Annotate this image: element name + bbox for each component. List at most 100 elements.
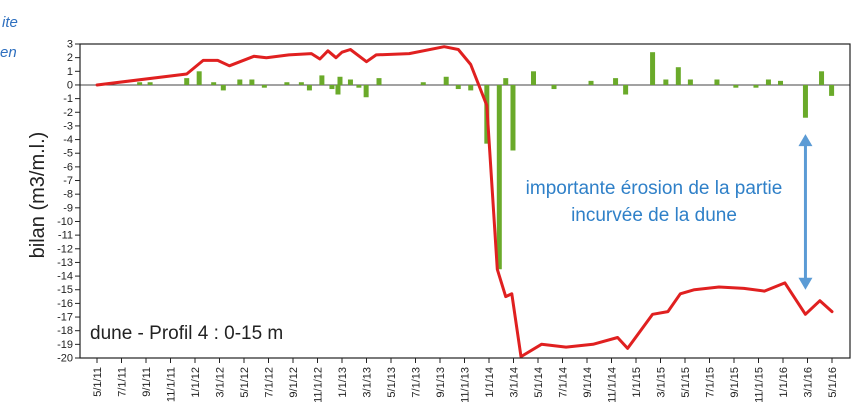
x-tick-label: 3/1/15 bbox=[656, 367, 668, 398]
bar bbox=[347, 79, 353, 85]
x-tick-label: 7/1/13 bbox=[411, 367, 423, 398]
x-tick-label: 1/1/16 bbox=[778, 367, 790, 398]
bar bbox=[249, 79, 255, 85]
x-tick-label: 3/1/13 bbox=[362, 367, 374, 398]
x-tick-label: 1/1/12 bbox=[190, 367, 202, 398]
x-tick-label: 7/1/14 bbox=[558, 367, 570, 398]
y-tick-label: -5 bbox=[63, 148, 73, 160]
x-tick-label: 9/1/12 bbox=[288, 367, 300, 398]
bar bbox=[306, 84, 312, 91]
line-series bbox=[95, 45, 834, 359]
x-tick-label: 5/1/12 bbox=[239, 367, 251, 398]
bar bbox=[455, 84, 461, 90]
x-tick-label: 5/1/15 bbox=[680, 367, 692, 398]
bar bbox=[802, 84, 808, 118]
arrow-head-bottom bbox=[798, 277, 813, 290]
bar bbox=[733, 84, 739, 88]
y-tick-label: -10 bbox=[57, 216, 73, 228]
y-tick-label: 2 bbox=[67, 52, 73, 64]
bar bbox=[147, 82, 153, 85]
bar bbox=[284, 82, 290, 85]
y-tick-label: -17 bbox=[57, 312, 73, 324]
x-tick-label: 9/1/15 bbox=[729, 367, 741, 398]
bar-series bbox=[137, 52, 835, 270]
bar bbox=[220, 84, 226, 91]
bar bbox=[650, 52, 656, 85]
bar bbox=[261, 84, 267, 88]
bar bbox=[714, 79, 720, 85]
y-tick-label: -19 bbox=[57, 339, 73, 351]
bar bbox=[237, 79, 243, 85]
bar bbox=[337, 76, 343, 85]
x-tick-label: 3/1/14 bbox=[509, 367, 521, 398]
bar bbox=[819, 71, 825, 85]
y-tick-label: -11 bbox=[58, 230, 73, 242]
x-tick-label: 5/1/13 bbox=[386, 367, 398, 398]
y-tick-label: 1 bbox=[67, 66, 73, 78]
bar bbox=[503, 78, 509, 85]
bar bbox=[510, 84, 516, 151]
cumulative-line bbox=[95, 45, 834, 359]
bar bbox=[363, 84, 369, 98]
y-axis-ticks: 32 10 -1 -2-3 -4 -5-6 -7 -8-9 -10 -11-12 -13 -14-15… bbox=[57, 39, 80, 365]
bar bbox=[765, 79, 771, 85]
bar bbox=[376, 78, 382, 85]
y-tick-label: 3 bbox=[67, 39, 73, 51]
y-tick-label: -9 bbox=[63, 202, 73, 214]
bar bbox=[778, 80, 784, 85]
x-tick-label: 7/1/12 bbox=[264, 367, 276, 398]
x-tick-label: 5/1/16 bbox=[827, 367, 839, 398]
x-tick-label: 1/1/15 bbox=[631, 367, 643, 398]
x-tick-label: 11/1/15 bbox=[754, 367, 766, 403]
x-tick-label: 11/1/11 bbox=[166, 367, 178, 402]
bar bbox=[335, 84, 341, 95]
bar bbox=[623, 84, 629, 95]
y-tick-label: -8 bbox=[63, 189, 73, 201]
y-tick-label: -6 bbox=[63, 161, 73, 173]
bar bbox=[356, 84, 362, 88]
x-tick-label: 3/1/16 bbox=[803, 367, 815, 398]
y-tick-label: -12 bbox=[57, 243, 73, 255]
x-tick-label: 5/1/14 bbox=[533, 367, 545, 398]
x-axis-ticks: 5/1/11 7/1/11 9/1/11 11/1/11 1/1/12 3/1/12 5/1… bbox=[92, 358, 839, 403]
bar bbox=[551, 84, 557, 90]
bar bbox=[196, 71, 202, 85]
bar bbox=[687, 79, 693, 85]
y-tick-label: -16 bbox=[57, 298, 73, 310]
y-tick-label: -3 bbox=[63, 120, 73, 132]
x-tick-label: 7/1/11 bbox=[117, 367, 129, 397]
bar bbox=[753, 84, 759, 88]
bar bbox=[675, 67, 681, 85]
bar bbox=[530, 71, 536, 85]
header-fragment-1: ite bbox=[2, 14, 18, 31]
header-fragment-2: en bbox=[0, 44, 17, 61]
x-tick-label: 11/1/14 bbox=[607, 367, 619, 403]
erosion-arrow bbox=[798, 134, 813, 290]
bar bbox=[184, 78, 190, 85]
bar bbox=[588, 80, 594, 85]
y-tick-label: -2 bbox=[63, 107, 73, 119]
y-tick-label: -20 bbox=[57, 353, 73, 365]
x-tick-label: 7/1/15 bbox=[705, 367, 717, 398]
y-axis-label: bilan (m3/m.l.) bbox=[27, 132, 49, 259]
x-tick-label: 11/1/12 bbox=[313, 367, 325, 403]
bar bbox=[468, 84, 474, 91]
y-tick-label: -15 bbox=[57, 284, 73, 296]
x-tick-label: 5/1/11 bbox=[92, 367, 104, 397]
x-tick-label: 9/1/11 bbox=[141, 367, 153, 397]
arrow-head-top bbox=[798, 134, 813, 147]
y-tick-label: -1 bbox=[63, 93, 73, 105]
y-tick-label: -4 bbox=[63, 134, 73, 146]
y-tick-label: -13 bbox=[57, 257, 73, 269]
x-tick-label: 3/1/12 bbox=[215, 367, 227, 398]
bar bbox=[329, 84, 335, 90]
x-tick-label: 1/1/14 bbox=[484, 367, 496, 398]
bar bbox=[829, 84, 835, 96]
bar bbox=[443, 76, 449, 85]
x-tick-label: 11/1/13 bbox=[460, 367, 472, 403]
bar bbox=[211, 82, 217, 85]
erosion-annotation: importante érosion de la partie incurvée… bbox=[525, 178, 783, 226]
bar bbox=[137, 82, 143, 85]
bar bbox=[663, 79, 669, 85]
